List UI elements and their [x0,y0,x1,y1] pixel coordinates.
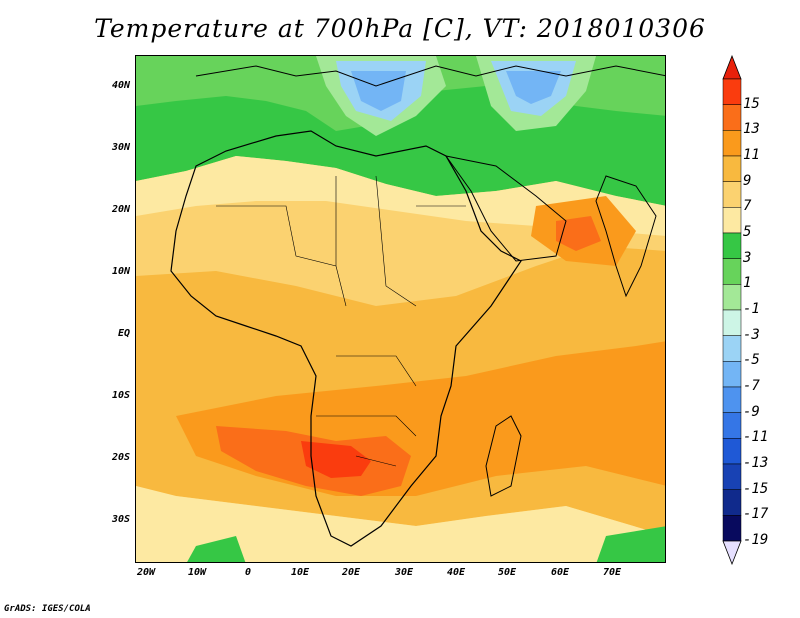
colorbar-label: -17 [743,506,769,523]
lon-label-20e: 20E [341,567,361,578]
colorbar-swatch [722,438,742,465]
colorbar-swatch [722,130,742,157]
lon-label-50e: 50E [497,567,517,578]
colorbar-swatch [722,515,742,542]
colorbar-swatch [722,463,742,490]
colorbar-label: 1 [743,275,752,292]
field-3-5 [136,156,665,236]
map-canvas [136,56,665,562]
lon-label-10w: 10W [187,567,207,578]
lon-label-40e: 40E [446,567,466,578]
colorbar-swatch [722,335,742,362]
lon-label-10e: 10E [290,567,310,578]
lat-label-40n: 40N [111,80,130,91]
colorbar-label: -9 [743,403,760,420]
field-south-cool [136,486,665,562]
lat-label-10n: 10N [111,266,130,277]
europe-coastline [195,65,665,87]
colorbar-label: -7 [743,378,760,394]
colorbar-swatch [722,309,742,336]
field-15plus [301,441,371,478]
country-borders [216,175,466,467]
field-south-green-2 [596,526,665,562]
colorbar-label: -3 [743,326,760,343]
lon-label-0: 0 [244,567,252,578]
colorbar-top-triangle [722,55,742,80]
arabia-coastline [444,155,567,262]
lat-label-10s: 10S [111,390,130,401]
colorbar-label: 9 [743,172,752,189]
colorbar-label: -19 [743,532,769,548]
colorbar-swatch [722,232,742,259]
colorbar-swatch [722,181,742,208]
colorbar-swatch [722,386,742,413]
field-south-green-1 [187,536,246,562]
africa-coastline [170,130,522,547]
temperature-map [135,55,666,563]
colorbar-label: 3 [743,249,752,266]
india-coastline [595,175,657,298]
colorbar-label: -1 [743,301,760,317]
colorbar [722,55,742,565]
colorbar-swatch [722,207,742,234]
lon-label-70e: 70E [602,567,622,578]
colorbar-label: -5 [743,352,760,369]
colorbar-swatch [722,284,742,311]
madagascar-coastline [485,415,522,497]
lat-label-30s: 30S [111,514,130,525]
map-title: Temperature at 700hPa [C], VT: 201801030… [94,14,706,43]
lon-label-20w: 20W [136,567,156,578]
lat-label-30n: 30N [111,142,130,153]
field-arabian-hot [556,216,601,251]
lat-label-eq: EQ [117,328,130,339]
colorbar-label: 5 [743,224,752,240]
colorbar-label: 15 [743,95,760,112]
colorbar-label: 11 [743,147,760,163]
colorbar-swatch [722,104,742,131]
lat-label-20n: 20N [111,204,130,215]
field-minus7-east [506,71,561,104]
colorbar-label: -11 [743,429,769,446]
colorbar-swatch [722,489,742,516]
colorbar-swatch [722,155,742,182]
lon-label-60e: 60E [550,567,570,578]
colorbar-label: 13 [743,121,760,138]
lon-label-30e: 30E [394,567,414,578]
colorbar-swatch [722,412,742,439]
colorbar-swatch [722,361,742,388]
credit-text: GrADS: IGES/COLA [4,604,91,614]
colorbar-label: -15 [743,480,769,497]
lat-label-20s: 20S [111,452,130,463]
colorbar-label: -13 [743,455,769,471]
colorbar-swatch [722,78,742,105]
colorbar-bottom-triangle [722,540,742,565]
colorbar-label: 7 [743,198,752,215]
colorbar-swatch [722,258,742,285]
